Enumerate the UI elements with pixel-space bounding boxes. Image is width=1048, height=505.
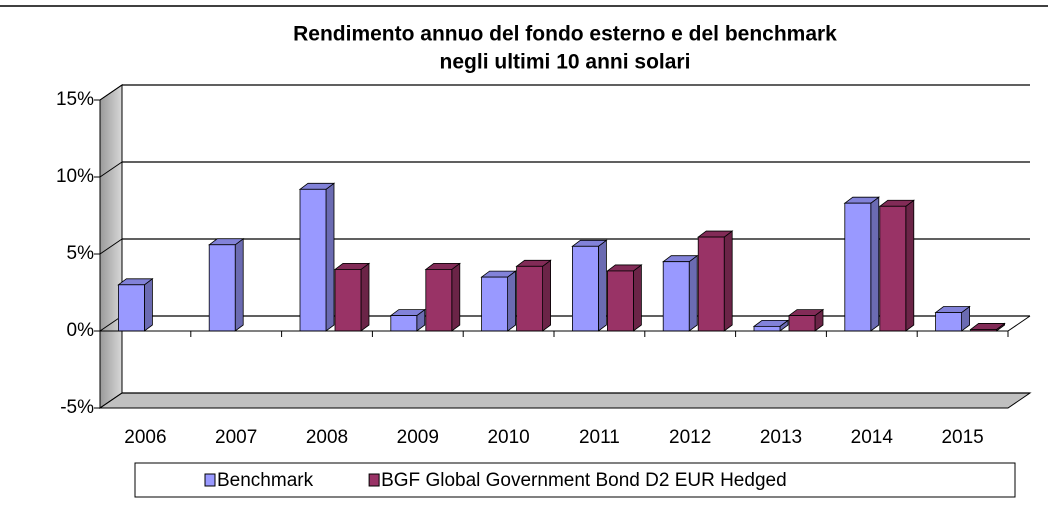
x-tick-label: 2008 [306, 427, 348, 448]
x-tick-label: 2006 [124, 427, 166, 448]
bar [481, 276, 509, 332]
bar [607, 270, 634, 332]
bar [390, 315, 418, 332]
bar-side [143, 277, 153, 332]
bar [935, 312, 962, 332]
bar-side [507, 270, 516, 332]
bar [516, 265, 543, 332]
x-tick-label: 2013 [760, 427, 802, 448]
chart-title: negli ultimi 10 anni solari [440, 51, 691, 74]
bar [879, 205, 907, 332]
x-tick-label: 2011 [579, 427, 620, 448]
grid-line [99, 238, 123, 255]
x-axis-depth [1007, 315, 1031, 332]
bar-side [688, 254, 698, 332]
bar [753, 325, 781, 332]
bar-side [542, 259, 551, 332]
bar [697, 236, 725, 332]
x-tick-label: 2015 [941, 427, 983, 448]
bar [208, 244, 236, 332]
x-tick-label: 2010 [487, 427, 529, 448]
bar [425, 268, 453, 332]
bar [662, 261, 690, 332]
bar [118, 284, 145, 332]
bar [572, 245, 599, 332]
bar-side [451, 262, 461, 332]
y-tick-label: -5% [60, 397, 94, 418]
bar-side [325, 182, 335, 332]
bar-side [870, 196, 880, 332]
legend-swatch [204, 473, 216, 487]
bar [299, 188, 327, 332]
legend-label: BGF Global Government Bond D2 EUR Hedged [381, 470, 787, 491]
y-tick-label: 10% [56, 166, 94, 187]
grid-line [99, 161, 123, 178]
y-tick-label: 15% [56, 89, 94, 110]
x-tick-label: 2009 [397, 427, 439, 448]
x-tick-label: 2014 [851, 427, 894, 448]
bar-side [633, 264, 642, 332]
y-tick-label: 0% [67, 320, 95, 341]
grid-line [99, 392, 123, 409]
legend-swatch [368, 473, 380, 487]
y-tick-label: 5% [67, 243, 95, 264]
grid-line [99, 84, 123, 101]
x-tick-label: 2007 [215, 427, 257, 448]
x-tick-label: 2012 [669, 427, 711, 448]
bar-side [905, 199, 915, 332]
bar [788, 315, 816, 332]
bar-side [234, 237, 244, 332]
bar-side [360, 262, 370, 332]
chart-title: Rendimento annuo del fondo esterno e del… [293, 23, 837, 46]
bar [334, 268, 362, 332]
legend [134, 462, 1016, 498]
bar-side [598, 239, 607, 332]
bar [844, 202, 872, 332]
bar-side [723, 230, 733, 332]
floor [98, 392, 1032, 409]
legend-label: Benchmark [217, 470, 314, 491]
